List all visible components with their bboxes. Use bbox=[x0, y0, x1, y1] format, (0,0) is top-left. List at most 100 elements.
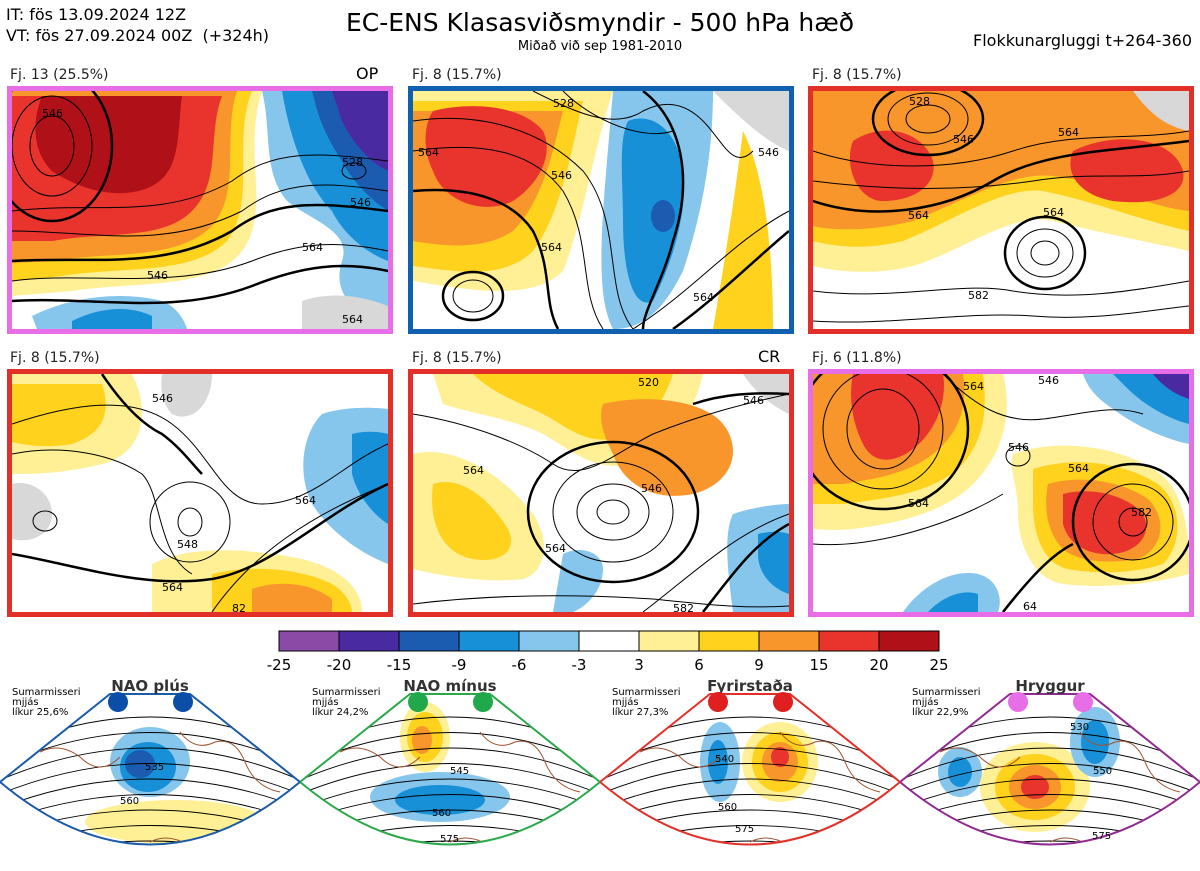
regime-marker-dot bbox=[473, 692, 493, 712]
regime-marker-dot bbox=[1008, 692, 1028, 712]
colorbar-swatch bbox=[638, 630, 700, 652]
contour-label: 528 bbox=[909, 95, 930, 108]
anomaly-area bbox=[708, 740, 728, 784]
contour-label: 546 bbox=[42, 107, 63, 120]
contour-label: 560 bbox=[120, 796, 139, 807]
contour-label: 564 bbox=[908, 497, 929, 510]
colorbar-tick-label: 15 bbox=[809, 656, 829, 674]
contour-label: 82 bbox=[232, 602, 246, 612]
contour-label: 564 bbox=[693, 291, 714, 304]
colorbar-tick-label: 6 bbox=[694, 656, 704, 674]
colorbar-tick-label: -3 bbox=[571, 656, 587, 674]
contour-label: 528 bbox=[342, 156, 363, 169]
colorbar-swatch bbox=[878, 630, 940, 652]
regime-info-line: Sumarmisseri bbox=[312, 687, 381, 698]
contour-label: 564 bbox=[963, 380, 984, 393]
cluster-map-2: 528 564 546 564 564 546 bbox=[408, 86, 794, 334]
contour-label: 564 bbox=[1068, 462, 1089, 475]
contour-label: 546 bbox=[641, 482, 662, 495]
contour-label: 560 bbox=[432, 808, 451, 819]
regime-info-line: Sumarmisseri bbox=[12, 687, 81, 698]
contour-label: 546 bbox=[147, 269, 168, 282]
regime-map: 535 560 bbox=[0, 693, 300, 846]
page-subtitle: Miðað við sep 1981-2010 bbox=[517, 39, 683, 54]
height-contour bbox=[0, 840, 300, 845]
panel-4-label: Fj. 8 (15.7%) bbox=[10, 350, 100, 366]
panel-1-tag: OP bbox=[356, 64, 379, 83]
regime-name: Hryggur bbox=[1015, 677, 1085, 695]
contour-label: 564 bbox=[418, 146, 439, 159]
regime-info-line: mjjás bbox=[612, 697, 639, 708]
height-contour bbox=[600, 763, 900, 795]
height-contour bbox=[600, 840, 900, 845]
panel-3-label: Fj. 8 (15.7%) bbox=[812, 67, 902, 83]
regime-info-line: Sumarmisseri bbox=[912, 687, 981, 698]
height-contour bbox=[0, 747, 300, 781]
contour-label: 550 bbox=[1093, 766, 1112, 777]
height-contour bbox=[0, 763, 300, 795]
anomaly-area bbox=[395, 785, 485, 815]
contour-label: 546 bbox=[953, 133, 974, 146]
regime-name: NAO plús bbox=[111, 677, 189, 695]
contour-label: 530 bbox=[1070, 722, 1089, 733]
regime-info-line: líkur 25,6% bbox=[12, 707, 69, 718]
regime-info: Sumarmisseri mjjás líkur 22,9% bbox=[912, 688, 980, 718]
regime-info: Sumarmisseri mjjás líkur 27,3% bbox=[612, 688, 680, 718]
colorbar-tick-label: 20 bbox=[869, 656, 889, 674]
contour-label: 528 bbox=[553, 97, 574, 110]
anomaly-area bbox=[948, 757, 972, 787]
coastline bbox=[939, 731, 1181, 845]
coastline bbox=[639, 731, 881, 845]
regime-name: Fyrirstaða bbox=[707, 677, 793, 695]
colorbar-tick-label: -20 bbox=[326, 656, 352, 674]
cluster-map-6-graphic: 564 546 546 564 564 582 64 bbox=[813, 374, 1189, 612]
cluster-map-1-graphic: 546 528 546 564 546 564 bbox=[12, 91, 388, 329]
contour-label: 582 bbox=[968, 289, 989, 302]
contour-label: 546 bbox=[1008, 441, 1029, 454]
cluster-map-1: 546 528 546 564 546 564 bbox=[7, 86, 393, 334]
regime-marker-dot bbox=[773, 692, 793, 712]
contour-label: 564 bbox=[1043, 206, 1064, 219]
contour-label: 575 bbox=[440, 834, 459, 845]
height-contour bbox=[300, 747, 600, 781]
cluster-map-5: 520 546 564 546 564 582 bbox=[408, 369, 794, 617]
regime-info-line: mjjás bbox=[12, 697, 39, 708]
contour-label: 540 bbox=[715, 754, 734, 765]
anomaly-area bbox=[1021, 775, 1049, 799]
regime-map: 545 560 575 bbox=[300, 693, 600, 846]
contour-label: 520 bbox=[638, 376, 659, 389]
regime-marker-dot bbox=[173, 692, 193, 712]
regime-map: 530 550 575 bbox=[900, 693, 1200, 846]
colorbar-swatch bbox=[818, 630, 880, 652]
contour-label: 564 bbox=[302, 241, 323, 254]
vt-line: VT: fös 27.09.2024 00Z (+324h) bbox=[6, 26, 270, 45]
contour-label: 575 bbox=[1092, 831, 1111, 842]
colorbar-tick-label: 25 bbox=[929, 656, 949, 674]
colorbar-tick-label: -6 bbox=[511, 656, 527, 674]
regime-info-line: mjjás bbox=[312, 697, 339, 708]
coastline bbox=[39, 731, 281, 845]
contour-label: 546 bbox=[758, 146, 779, 159]
regime-info-line: Sumarmisseri bbox=[612, 687, 681, 698]
height-contour bbox=[900, 778, 1200, 809]
contour-label: 575 bbox=[735, 824, 754, 835]
panel-5-label: Fj. 8 (15.7%) bbox=[412, 350, 502, 366]
panel-1-label: Fj. 13 (25.5%) bbox=[10, 67, 109, 83]
regime-map: 540 560 575 bbox=[600, 693, 900, 846]
colorbar-tick-label: -15 bbox=[386, 656, 412, 674]
init-valid-time: IT: fös 13.09.2024 12Z VT: fös 27.09.2024… bbox=[6, 4, 269, 46]
cluster-map-4: 546 564 548 564 82 bbox=[7, 369, 393, 617]
regime-info-line: líkur 22,9% bbox=[912, 707, 969, 718]
regime-info-line: líkur 27,3% bbox=[612, 707, 669, 718]
contour-label: 546 bbox=[551, 169, 572, 182]
contour-label: 545 bbox=[450, 766, 469, 777]
anomaly-area bbox=[771, 747, 789, 767]
cluster-map-6: 564 546 546 564 564 582 64 bbox=[808, 369, 1194, 617]
contour-label: 546 bbox=[350, 196, 371, 209]
contour-label: 560 bbox=[718, 802, 737, 813]
regime-marker-dot bbox=[708, 692, 728, 712]
regime-marker-dot bbox=[1073, 692, 1093, 712]
colorbar-swatch bbox=[398, 630, 460, 652]
contour-label: 564 bbox=[463, 464, 484, 477]
regime-marker-dot bbox=[108, 692, 128, 712]
